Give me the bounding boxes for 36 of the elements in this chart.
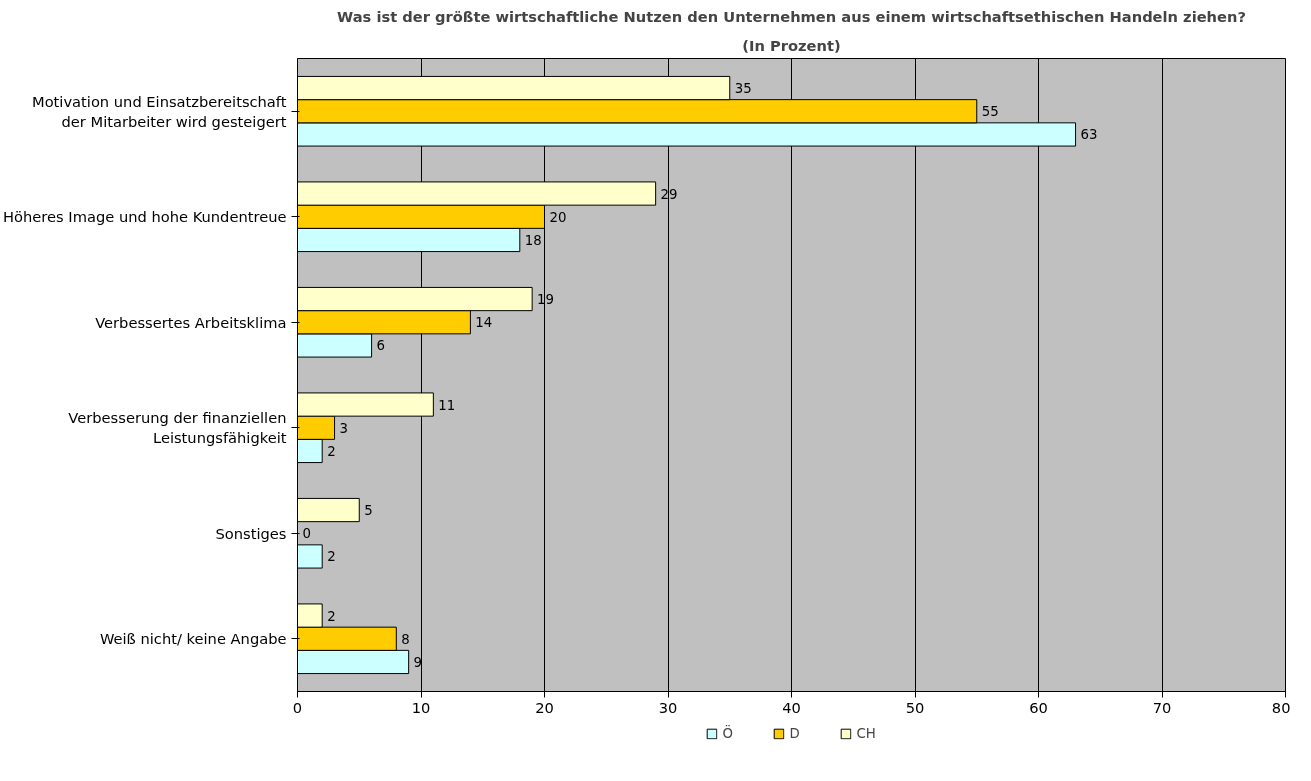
x-tick-label: 80: [1271, 698, 1291, 716]
chart-subtitle: (In Prozent): [742, 36, 841, 54]
data-label: 9: [413, 654, 423, 670]
x-tick-label: 70: [1152, 698, 1172, 716]
data-label: 55: [981, 104, 999, 120]
legend-label: CH: [856, 725, 877, 741]
data-label: 3: [339, 420, 348, 436]
data-label: 0: [302, 526, 311, 542]
legend-label: Ö: [722, 725, 734, 741]
data-label: 20: [549, 209, 567, 225]
data-label: 14: [475, 315, 493, 331]
y-tick-label: Sonstiges: [215, 524, 287, 542]
data-label: 35: [734, 81, 752, 97]
x-tick-label: 10: [411, 698, 431, 716]
data-label: 8: [401, 631, 410, 647]
data-label: 2: [327, 608, 336, 624]
x-tick-label: 50: [905, 698, 925, 716]
data-label: 11: [438, 397, 456, 413]
chart-title: Was ist der größte wirtschaftliche Nutzen den Unternehmen aus einem wirtschaftsethischen Handeln ziehen?: [337, 7, 1246, 25]
x-tick-label: 0: [292, 698, 303, 716]
data-label: 2: [327, 549, 336, 565]
data-label: 18: [524, 232, 542, 248]
y-tick-label: Weiß nicht/ keine Angabe: [99, 630, 287, 648]
x-tick-label: 20: [535, 698, 554, 716]
y-tick-label: Verbessertes Arbeitsklima: [95, 313, 287, 331]
data-label: 6: [376, 338, 386, 354]
y-tick-label: Motivation und Einsatzbereitschaft der Mitarbeiter wird gesteigert: [31, 92, 287, 130]
data-label: 5: [364, 503, 373, 519]
y-tick-label: Höheres Image und hohe Kundentreue: [3, 208, 287, 226]
legend-label: D: [789, 725, 801, 741]
x-tick-label: 30: [658, 698, 678, 716]
y-tick-label: Verbesserung der finanziellen Leistungsfähigkeit: [68, 409, 287, 447]
x-tick-label: 60: [1029, 698, 1048, 716]
x-tick-label: 40: [782, 698, 801, 716]
data-label: 63: [1080, 127, 1098, 143]
data-label: 2: [327, 443, 336, 459]
